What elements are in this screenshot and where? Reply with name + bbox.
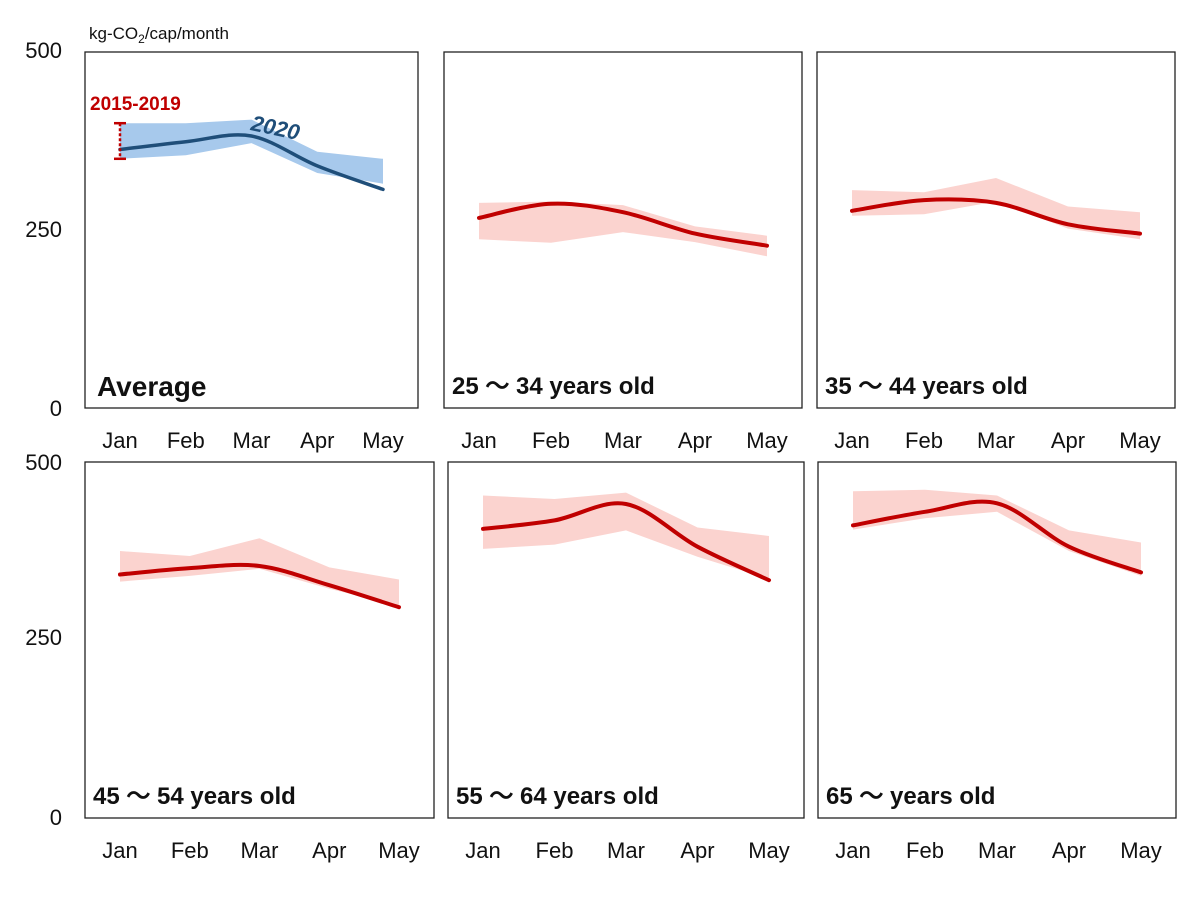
x-tick-label-jan: Jan — [465, 838, 500, 863]
x-tick-label-mar: Mar — [241, 838, 279, 863]
x-tick-label-mar: Mar — [977, 428, 1015, 453]
x-tick-label-mar: Mar — [604, 428, 642, 453]
x-tick-label-apr: Apr — [312, 838, 346, 863]
x-tick-label-may: May — [748, 838, 790, 863]
panel-frame — [817, 461, 1177, 819]
x-tick-label-apr: Apr — [1051, 428, 1085, 453]
x-tick-label-may: May — [378, 838, 420, 863]
x-tick-label-jan: Jan — [835, 838, 870, 863]
panel-45-54: Jan Feb Mar Apr May 45 ～ 54 years old — [84, 461, 435, 863]
x-tick-label-apr: Apr — [678, 428, 712, 453]
panel-title: 35 ～ 44 years old — [825, 373, 1028, 400]
series-2020-line — [851, 499, 1143, 575]
x-tick-label-mar: Mar — [978, 838, 1016, 863]
x-tick-label-apr: Apr — [680, 838, 714, 863]
unit-label-part: kg-CO — [89, 24, 138, 43]
band-2015-2019 — [120, 538, 399, 606]
unit-label-subscript: 2 — [138, 32, 145, 46]
x-tick-label-apr: Apr — [1052, 838, 1086, 863]
x-tick-label-may: May — [1120, 838, 1162, 863]
series-2020-line — [477, 201, 769, 248]
y-tick-250-row2: 250 — [25, 625, 62, 650]
panel-frame — [84, 51, 419, 409]
y-tick-0-row1: 0 — [50, 396, 62, 421]
series-2020-line — [850, 197, 1142, 236]
x-tick-label-apr: Apr — [300, 428, 334, 453]
x-tick-label-jan: Jan — [102, 838, 137, 863]
x-tick-label-mar: Mar — [607, 838, 645, 863]
series-2020-line — [481, 501, 771, 583]
y-tick-250-row1: 250 — [25, 217, 62, 242]
x-tick-label-may: May — [746, 428, 788, 453]
band-2015-2019 — [483, 492, 769, 579]
band-2015-2019 — [479, 201, 767, 257]
series-2020-line — [118, 133, 385, 192]
panel-frame — [447, 461, 805, 819]
y-tick-0-row2: 0 — [50, 805, 62, 830]
panel-frame — [443, 51, 803, 409]
y-unit-label: kg-CO2/cap/month — [89, 24, 229, 46]
panel-title: 55 ～ 64 years old — [456, 783, 659, 810]
x-tick-label-feb: Feb — [536, 838, 574, 863]
x-tick-label-jan: Jan — [834, 428, 869, 453]
y-tick-500-row2: 500 — [25, 450, 62, 475]
panel-65-plus: Jan Feb Mar Apr May 65 ～ years old — [817, 461, 1177, 863]
panel-title: 45 ～ 54 years old — [93, 783, 296, 810]
x-tick-label-feb: Feb — [906, 838, 944, 863]
series-2020-line — [118, 562, 401, 610]
x-tick-label-may: May — [1119, 428, 1161, 453]
range-label: 2015-2019 — [90, 94, 181, 115]
x-tick-label-may: May — [362, 428, 404, 453]
x-tick-label-jan: Jan — [461, 428, 496, 453]
panel-55-64: Jan Feb Mar Apr May 55 ～ 64 years old — [447, 461, 805, 863]
panel-frame — [816, 51, 1176, 409]
panel-35-44: Jan Feb Mar Apr May 35 ～ 44 years old — [816, 51, 1176, 453]
x-tick-label-jan: Jan — [102, 428, 137, 453]
panel-title: 65 ～ years old — [826, 783, 995, 810]
x-tick-label-feb: Feb — [171, 838, 209, 863]
panel-title: Average — [97, 371, 206, 402]
x-tick-label-mar: Mar — [233, 428, 271, 453]
x-tick-label-feb: Feb — [905, 428, 943, 453]
x-tick-label-feb: Feb — [532, 428, 570, 453]
unit-label-part: /cap/month — [145, 24, 229, 43]
x-tick-label-feb: Feb — [167, 428, 205, 453]
panel-title: 25 ～ 34 years old — [452, 373, 655, 400]
y-tick-500-row1: 500 — [25, 38, 62, 63]
panel-frame — [84, 461, 435, 819]
panel-25-34: Jan Feb Mar Apr May 25 ～ 34 years old — [443, 51, 803, 453]
